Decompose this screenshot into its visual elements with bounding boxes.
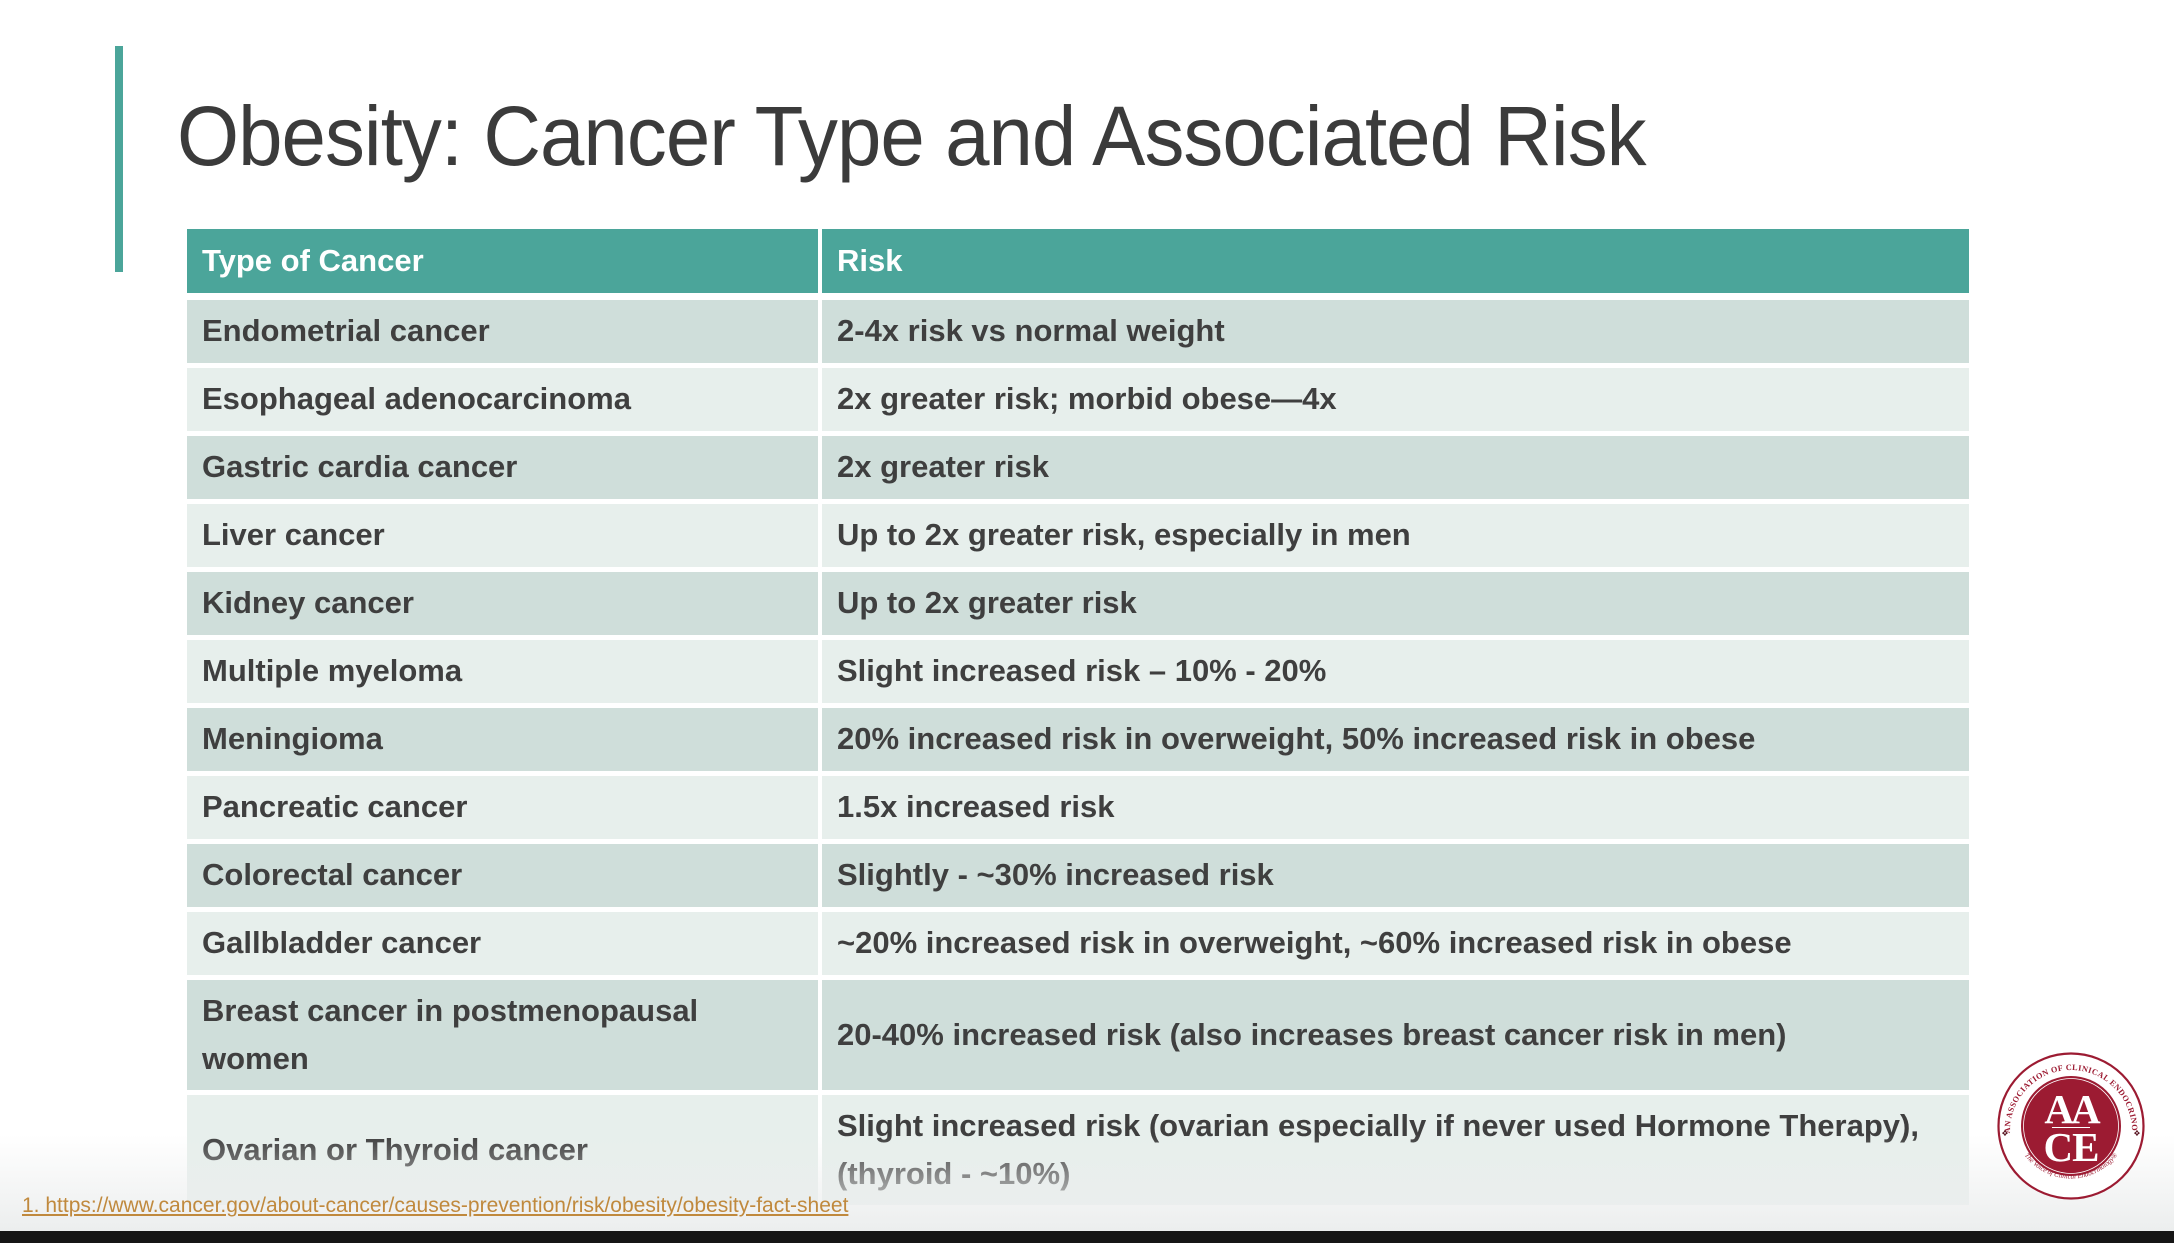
cancer-type-cell: Meningioma (187, 708, 818, 771)
cancer-type-cell: Gallbladder cancer (187, 912, 818, 975)
table-row: Kidney cancer Up to 2x greater risk (187, 572, 1969, 635)
column-header-risk: Risk (822, 229, 1969, 293)
column-header-type-of-cancer: Type of Cancer (187, 229, 818, 293)
svg-text:Founded 1991: Founded 1991 (2059, 1155, 2083, 1161)
logo-diamond-right-icon: ❖ (2133, 1129, 2140, 1138)
cancer-type-cell: Pancreatic cancer (187, 776, 818, 839)
risk-value-cell: Up to 2x greater risk (822, 572, 1969, 635)
table-row: Endometrial cancer 2-4x risk vs normal w… (187, 300, 1969, 363)
table-row: Esophageal adenocarcinoma 2x greater ris… (187, 368, 1969, 431)
source-footnote-link[interactable]: 1. https://www.cancer.gov/about-cancer/c… (22, 1194, 849, 1217)
table-row: Pancreatic cancer 1.5x increased risk (187, 776, 1969, 839)
table-row: Liver cancer Up to 2x greater risk, espe… (187, 504, 1969, 567)
title-accent-bar (115, 46, 123, 272)
logo-inner-disc (2021, 1076, 2121, 1176)
risk-value-cell: 2-4x risk vs normal weight (822, 300, 1969, 363)
risk-value-cell: Slightly - ~30% increased risk (822, 844, 1969, 907)
cancer-type-cell: Gastric cardia cancer (187, 436, 818, 499)
risk-value-cell: Up to 2x greater risk, especially in men (822, 504, 1969, 567)
logo-acronym-bottom: CE (2044, 1124, 2099, 1170)
cancer-type-cell: Liver cancer (187, 504, 818, 567)
table-body: Endometrial cancer 2-4x risk vs normal w… (187, 300, 1969, 1206)
cancer-type-cell: Multiple myeloma (187, 640, 818, 703)
logo-founded-text: Founded 1991 (2059, 1155, 2083, 1161)
table-row: Meningioma 20% increased risk in overwei… (187, 708, 1969, 771)
risk-value-cell: Slight increased risk – 10% - 20% (822, 640, 1969, 703)
aace-logo: AMERICAN ASSOCIATION OF CLINICAL ENDOCRI… (1996, 1051, 2145, 1200)
logo-diamond-left-icon: ❖ (2001, 1129, 2008, 1138)
risk-value-cell: 20% increased risk in overweight, 50% in… (822, 708, 1969, 771)
table-header-row: Type of Cancer Risk (187, 229, 1969, 293)
bottom-black-bar (0, 1231, 2174, 1243)
table-row: Gastric cardia cancer 2x greater risk (187, 436, 1969, 499)
table-row: Multiple myeloma Slight increased risk –… (187, 640, 1969, 703)
risk-value-cell: 20-40% increased risk (also increases br… (822, 980, 1969, 1091)
table-row: Breast cancer in postmenopausal women 20… (187, 980, 1969, 1091)
slide-title: Obesity: Cancer Type and Associated Risk (177, 89, 1647, 183)
cancer-type-cell: Kidney cancer (187, 572, 818, 635)
cancer-type-cell: Colorectal cancer (187, 844, 818, 907)
risk-value-cell: 2x greater risk (822, 436, 1969, 499)
cancer-risk-table: Type of Cancer Risk Endometrial cancer 2… (187, 229, 1969, 1210)
footer-gradient (0, 1135, 2174, 1231)
cancer-type-cell: Breast cancer in postmenopausal women (187, 980, 818, 1091)
risk-value-cell: 1.5x increased risk (822, 776, 1969, 839)
risk-value-cell: 2x greater risk; morbid obese—4x (822, 368, 1969, 431)
cancer-type-cell: Esophageal adenocarcinoma (187, 368, 818, 431)
table-row: Gallbladder cancer ~20% increased risk i… (187, 912, 1969, 975)
risk-value-cell: ~20% increased risk in overweight, ~60% … (822, 912, 1969, 975)
cancer-type-cell: Endometrial cancer (187, 300, 818, 363)
table-row: Colorectal cancer Slightly - ~30% increa… (187, 844, 1969, 907)
logo-acronym-top: AA (2044, 1086, 2101, 1132)
